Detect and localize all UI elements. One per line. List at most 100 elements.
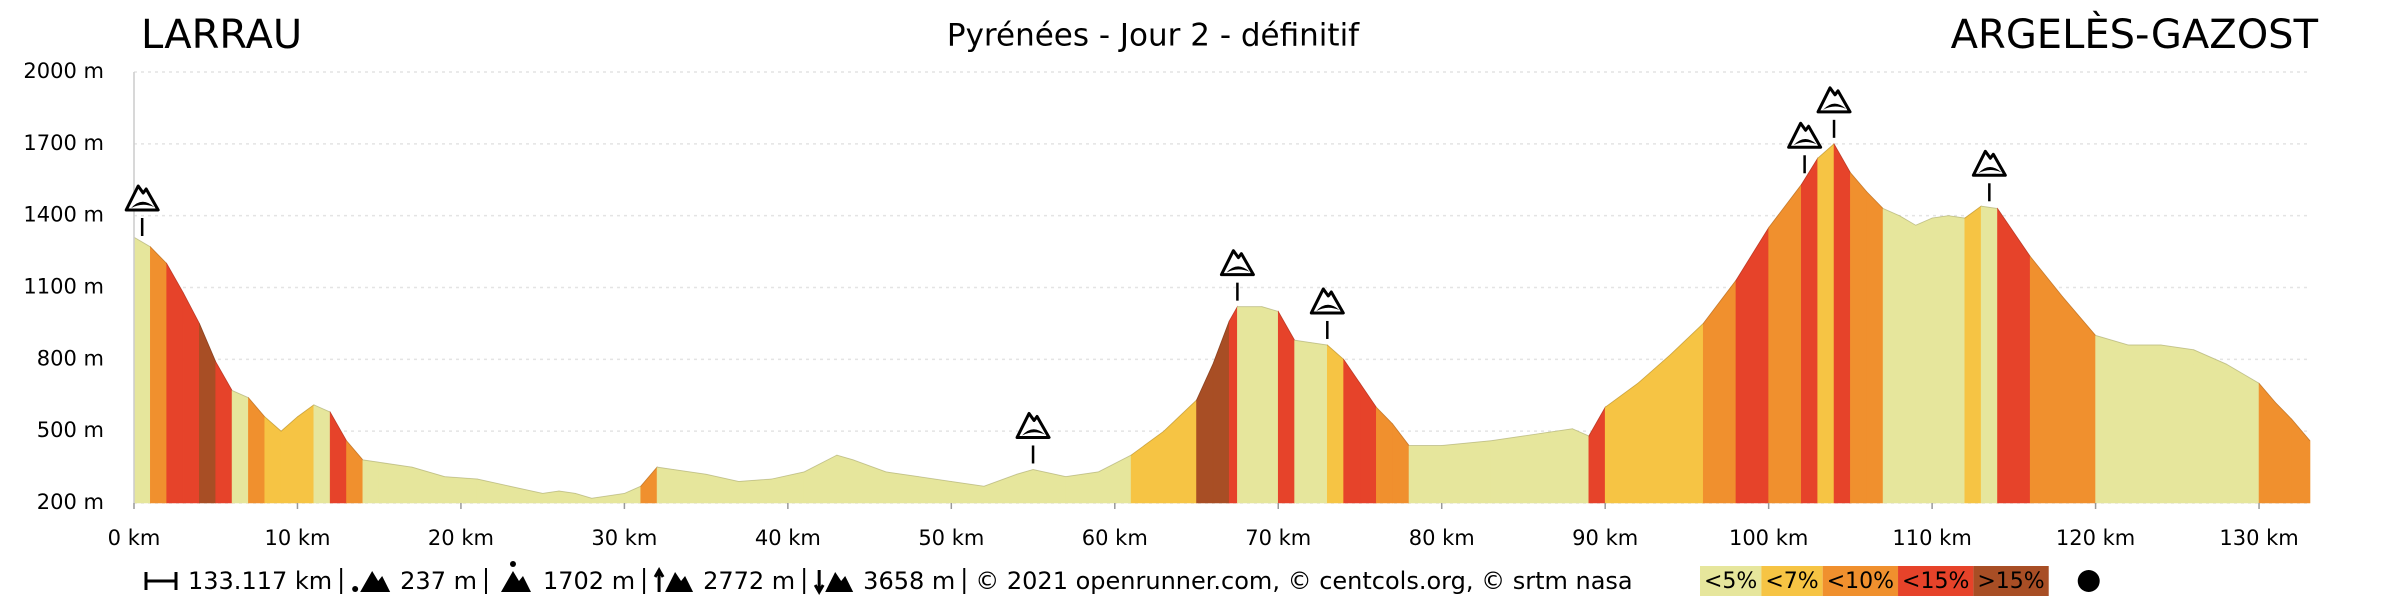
col-marker xyxy=(124,184,160,237)
x-tick-label: 120 km xyxy=(2056,526,2135,550)
profile-segment xyxy=(836,454,854,504)
legend-item: >15% xyxy=(1973,566,2049,596)
profile-segment xyxy=(673,469,707,504)
profile-segment xyxy=(1948,215,1966,504)
profile-segment xyxy=(1130,430,1165,504)
profile-segment xyxy=(1326,344,1344,504)
legend-swatch xyxy=(1761,566,1823,596)
legend-label: >15% xyxy=(1977,569,2044,594)
stat-value: 2772 m xyxy=(703,567,795,595)
profile-segment xyxy=(1016,469,1034,504)
x-tick-label: 130 km xyxy=(2219,526,2298,550)
profile-segment xyxy=(624,485,642,504)
credits: © 2021 openrunner.com, © centcols.org, ©… xyxy=(975,567,1632,595)
y-tick-label: 1400 m xyxy=(23,203,104,227)
profile-segment xyxy=(1850,171,1868,504)
end-label: ARGELÈS-GAZOST xyxy=(1951,10,2319,58)
legend-label: <5% xyxy=(1704,569,1757,594)
profile-segment xyxy=(1490,433,1541,504)
col-icon-snow xyxy=(131,201,155,209)
start-label: LARRAU xyxy=(141,12,302,58)
legend-dot xyxy=(2077,570,2100,592)
icon-up xyxy=(665,572,694,592)
profile-segment xyxy=(738,478,772,504)
icon-max xyxy=(509,561,516,567)
profile-line xyxy=(133,143,2311,499)
icon-min xyxy=(360,571,391,592)
profile-segment xyxy=(280,416,298,504)
profile-segment xyxy=(1261,306,1279,504)
profile-segment xyxy=(2029,255,2064,504)
col-icon-snow xyxy=(1226,266,1250,273)
profile-segment xyxy=(1310,342,1328,504)
y-tick-label: 500 m xyxy=(37,418,104,442)
legend-item: <5% xyxy=(1700,566,1762,596)
legend-swatch xyxy=(1898,566,1974,596)
profile-segment xyxy=(885,471,919,504)
icon-max xyxy=(500,571,531,592)
chart-title: Pyrénées - Jour 2 - définitif xyxy=(947,18,1360,54)
profile-segment xyxy=(1833,142,1851,504)
x-tick-label: 80 km xyxy=(1409,526,1475,550)
x-tick-label: 90 km xyxy=(1572,526,1638,550)
stat-value: 1702 m xyxy=(543,567,635,595)
profile-segment xyxy=(1539,428,1573,504)
y-tick-label: 1100 m xyxy=(23,275,104,299)
profile-segment xyxy=(575,493,593,504)
icon-up xyxy=(653,566,665,592)
profile-segment xyxy=(1702,279,1737,504)
x-tick-label: 50 km xyxy=(918,526,984,550)
icon-min xyxy=(352,586,359,592)
legend-swatch xyxy=(1973,566,2049,596)
profile-segment xyxy=(1604,382,1639,504)
profile-segment xyxy=(231,390,249,504)
profile-segment xyxy=(133,236,151,504)
legend-item: <10% xyxy=(1822,566,1899,596)
profile-segment xyxy=(182,292,200,504)
col-marker xyxy=(1015,411,1051,464)
profile-segment xyxy=(1065,471,1099,504)
profile-segment xyxy=(591,493,625,504)
y-tick-label: 2000 m xyxy=(23,59,104,83)
profile-segment xyxy=(1882,208,1900,504)
profile-segment xyxy=(2193,349,2227,504)
profile-segment xyxy=(1866,190,1884,504)
profile-segment xyxy=(1980,205,1998,504)
profile-segment xyxy=(264,416,282,504)
profile-segment xyxy=(1735,226,1769,504)
x-tick-label: 70 km xyxy=(1245,526,1311,550)
profile-segment xyxy=(166,262,184,504)
profile-segment xyxy=(2275,401,2293,504)
profile-segment xyxy=(1392,423,1410,504)
profile-segment xyxy=(297,404,315,504)
profile-segment xyxy=(951,481,985,504)
legend-label: <15% xyxy=(1902,569,1969,594)
profile-segment xyxy=(771,471,805,504)
y-tick-label: 800 m xyxy=(37,346,104,370)
profile-segment xyxy=(2226,363,2260,504)
profile-segment xyxy=(378,461,413,504)
profile-segment xyxy=(656,466,674,504)
col-marker xyxy=(1787,121,1823,174)
profile-segment xyxy=(2062,296,2096,504)
col-marker xyxy=(1971,149,2007,202)
profile-segment xyxy=(705,473,740,504)
col-marker xyxy=(1309,287,1345,339)
profile-segment xyxy=(509,485,543,504)
x-tick-label: 0 km xyxy=(108,526,161,550)
col-marker xyxy=(1219,249,1255,301)
profile-segment xyxy=(1801,157,1818,504)
stat-value: 3658 m xyxy=(863,567,955,595)
profile-segment xyxy=(2291,418,2311,504)
col-icon-snow xyxy=(1978,167,2002,174)
profile-segment xyxy=(640,466,658,504)
col-icon-snow xyxy=(1316,304,1340,311)
profile-segment xyxy=(1277,310,1295,504)
profile-segment xyxy=(1294,339,1312,504)
x-tick-label: 30 km xyxy=(591,526,657,550)
profile-segment xyxy=(1768,183,1802,504)
profile-segment xyxy=(1032,469,1067,504)
profile-segment xyxy=(313,404,331,504)
legend-swatch xyxy=(1700,566,1762,596)
